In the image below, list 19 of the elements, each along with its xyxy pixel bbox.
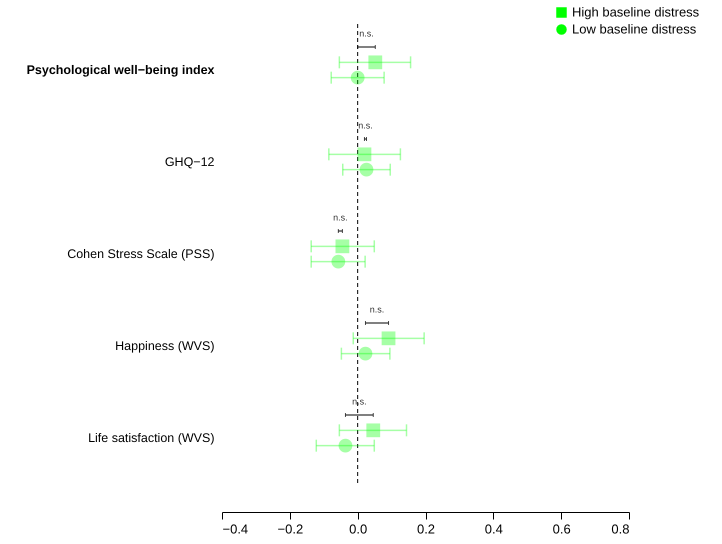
x-tick-label: 0.6 [552,522,571,536]
x-tick-label: 0.4 [484,522,503,536]
annotation: n.s. [359,28,374,39]
x-tick-label: 0.8 [611,522,630,536]
y-tick-label: GHQ−12 [164,155,215,169]
annotation: n.s. [333,212,348,223]
annotation: n.s. [358,120,373,131]
legend-label: High baseline distress [572,4,700,20]
y-tick-label: Psychological well−being index [26,63,215,77]
x-tick-label: 0.2 [416,522,436,536]
x-tick-label: −0.2 [277,522,304,536]
x-tick-label: 0.0 [349,522,368,536]
annotation: n.s. [370,304,384,315]
annotation: n.s. [352,396,367,407]
y-tick-label: Life satisfaction (WVS) [88,431,214,445]
y-tick-label: Cohen Stress Scale (PSS) [67,247,214,261]
x-tick-label: −0.4 [222,522,248,536]
legend-label: Low baseline distress [572,22,697,36]
y-tick-label: Happiness (WVS) [115,339,214,353]
